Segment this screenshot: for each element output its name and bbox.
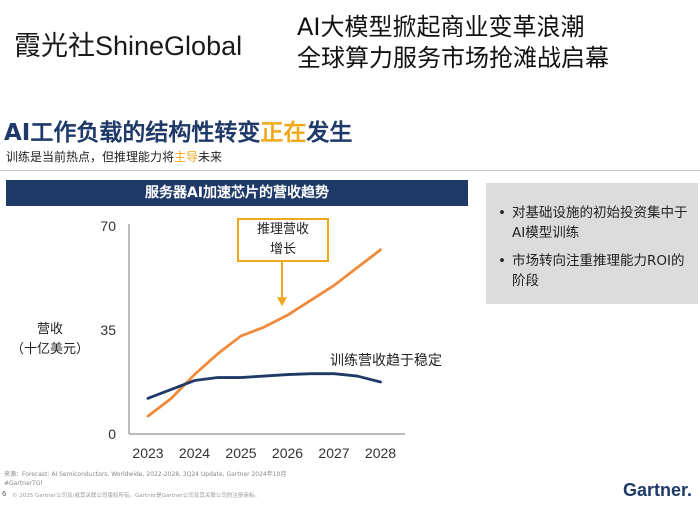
subtitle-highlight: 主导 xyxy=(174,150,199,164)
key-points-list: 对基础设施的初始投资集中于AI模型训练 市场转向注重推理能力ROI的阶段 xyxy=(486,183,698,291)
y-axis-title: 营收 （十亿美元） xyxy=(10,320,90,360)
y-axis-title-line-2: （十亿美元） xyxy=(10,342,89,357)
inference-revenue-line xyxy=(146,248,382,418)
slide-title-highlight: 正在 xyxy=(260,120,307,146)
slide-title-main: AI工作负载的结构性转变 xyxy=(4,120,261,146)
hashtag: #GartnerTGI xyxy=(4,480,43,487)
page-headline: AI大模型掀起商业变革浪潮 全球算力服务市场抢滩战启幕 xyxy=(297,12,609,74)
key-point-item: 对基础设施的初始投资集中于AI模型训练 xyxy=(498,203,688,243)
callout-line-2: 增长 xyxy=(269,242,296,257)
logo-english-text: ShineGlobal xyxy=(95,31,243,61)
headline-line-2: 全球算力服务市场抢滩战启幕 xyxy=(297,44,609,72)
key-point-item: 市场转向注重推理能力ROI的阶段 xyxy=(498,251,688,291)
callout-line-1: 推理营收 xyxy=(256,222,309,237)
revenue-line-chart: 0 35 70 2023 2024 2025 2026 2027 2028 xyxy=(100,218,405,461)
y-tick-label: 0 xyxy=(108,426,116,442)
x-tick-label: 2023 xyxy=(132,445,163,461)
x-tick-label: 2028 xyxy=(365,445,396,461)
source-note: 来源：Forecast: AI Semiconductors, Worldwid… xyxy=(4,471,287,478)
y-tick-label: 35 xyxy=(100,322,116,338)
y-tick-labels: 0 35 70 xyxy=(100,218,116,442)
slide-subtitle: 训练是当前热点，但推理能力将主导未来 xyxy=(6,148,222,165)
series-lines xyxy=(146,248,382,418)
x-tick-label: 2025 xyxy=(225,445,256,461)
key-points-box: 对基础设施的初始投资集中于AI模型训练 市场转向注重推理能力ROI的阶段 xyxy=(486,183,698,304)
callout-arrow xyxy=(277,262,287,307)
training-revenue-line xyxy=(146,372,382,400)
divider-line xyxy=(0,170,700,171)
subtitle-end: 未来 xyxy=(198,150,223,164)
headline-line-1: AI大模型掀起商业变革浪潮 xyxy=(297,13,585,41)
page-number: 6 xyxy=(2,490,7,498)
x-tick-label: 2026 xyxy=(272,445,303,461)
shineglobal-logo: 霞光社ShineGlobal xyxy=(14,24,242,63)
copyright-note: © 2025 Gartner公司及/或其关联公司版权所有。Gartner是Gar… xyxy=(12,493,260,499)
inference-callout-box: 推理营收 增长 xyxy=(237,218,329,262)
slide-title: AI工作负载的结构性转变正在发生 xyxy=(4,113,352,147)
slide-title-end: 发生 xyxy=(306,120,353,146)
gartner-logo: Gartner. xyxy=(623,480,693,500)
subtitle-main: 训练是当前热点，但推理能力将 xyxy=(6,150,175,164)
training-annotation: 训练营收趋于稳定 xyxy=(330,353,442,369)
x-tick-labels: 2023 2024 2025 2026 2027 2028 xyxy=(132,445,396,461)
y-axis-title-line-1: 营收 xyxy=(36,322,63,337)
y-tick-label: 70 xyxy=(100,218,116,234)
callout-arrow-head xyxy=(277,297,287,307)
x-tick-label: 2024 xyxy=(179,445,210,461)
x-tick-label: 2027 xyxy=(318,445,349,461)
chart-title: 服务器AI加速芯片的营收趋势 xyxy=(6,180,468,206)
logo-chinese-text: 霞光社 xyxy=(14,31,95,62)
